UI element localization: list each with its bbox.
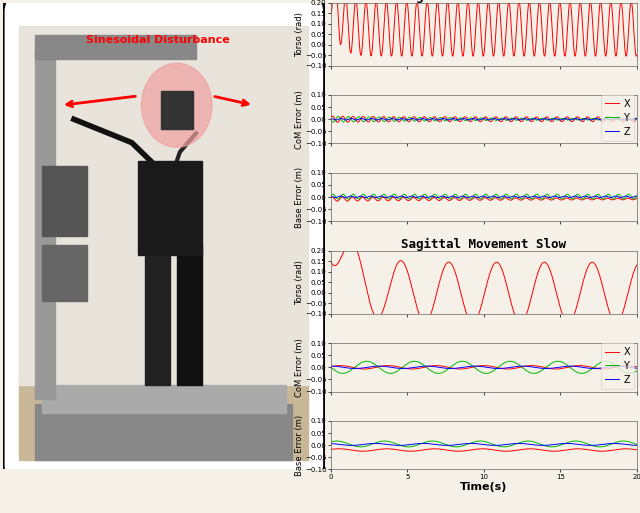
- Y: [458, 358, 465, 364]
- Bar: [35, 49, 54, 400]
- Z: [444, 365, 452, 371]
- Y-axis label: Torso (rad): Torso (rad): [294, 12, 303, 56]
- Z: [368, 115, 376, 122]
- X: [327, 114, 335, 121]
- Legend: X, Y, Z: X, Y, Z: [601, 95, 634, 141]
- Y: [330, 119, 337, 125]
- Y: [483, 370, 490, 377]
- Line: X: X: [331, 116, 637, 122]
- Z: [380, 363, 388, 369]
- X: [380, 363, 388, 369]
- Line: Y: Y: [331, 116, 637, 122]
- X: [458, 366, 465, 372]
- Z: [445, 117, 452, 123]
- Text: Sinesoidal Disturbance: Sinesoidal Disturbance: [86, 35, 229, 45]
- Y-axis label: CoM Error (m): CoM Error (m): [294, 90, 303, 149]
- Y-axis label: Base Error (m): Base Error (m): [294, 167, 303, 228]
- Y: [380, 119, 388, 125]
- X: [327, 364, 335, 370]
- X: [633, 115, 640, 121]
- X: [627, 116, 635, 123]
- Y: [334, 113, 342, 120]
- Z: [594, 116, 602, 122]
- Y: [362, 358, 369, 364]
- Line: Z: Z: [331, 119, 637, 120]
- X: [380, 113, 388, 120]
- Z: [327, 363, 335, 369]
- Y: [633, 116, 640, 122]
- Z: [363, 117, 371, 123]
- Z: [633, 115, 640, 122]
- Line: Z: Z: [331, 366, 637, 368]
- Z: [633, 365, 640, 371]
- Bar: [35, 404, 292, 460]
- Line: X: X: [331, 366, 637, 369]
- Bar: [177, 245, 202, 385]
- Y: [411, 358, 419, 364]
- Bar: [138, 161, 202, 254]
- Y: [633, 368, 640, 374]
- Y: [445, 116, 452, 122]
- Z: [380, 116, 388, 122]
- Y-axis label: Base Error (m): Base Error (m): [294, 415, 303, 476]
- Z: [327, 115, 335, 122]
- Z: [458, 116, 465, 122]
- Y: [594, 117, 602, 123]
- X: [458, 117, 465, 124]
- X: [444, 364, 452, 370]
- X: [432, 363, 440, 369]
- X: [362, 116, 370, 123]
- X-axis label: Time(s): Time(s): [460, 482, 508, 492]
- Bar: [19, 376, 308, 460]
- Z: [627, 364, 635, 370]
- Z: [362, 364, 369, 370]
- Z: [543, 365, 550, 371]
- Y: [627, 116, 635, 123]
- Title: Sagittal Movement Slow: Sagittal Movement Slow: [401, 238, 566, 251]
- FancyBboxPatch shape: [3, 0, 324, 479]
- X: [600, 366, 607, 372]
- Legend: X, Y, Z: X, Y, Z: [601, 343, 634, 389]
- Bar: [19, 26, 308, 385]
- X: [594, 114, 602, 120]
- Y: [327, 364, 335, 370]
- Bar: [42, 166, 87, 236]
- Z: [458, 364, 465, 370]
- Bar: [145, 245, 170, 385]
- Title: Sagittal Movement Fast: Sagittal Movement Fast: [401, 0, 566, 3]
- Bar: [35, 35, 196, 58]
- X: [445, 117, 452, 124]
- Y: [594, 361, 602, 367]
- Line: Y: Y: [331, 361, 637, 373]
- Z: [627, 117, 635, 123]
- Z: [471, 363, 479, 369]
- X: [633, 364, 640, 370]
- Bar: [42, 385, 286, 413]
- Y: [627, 370, 635, 377]
- Z: [362, 117, 369, 123]
- X: [329, 113, 337, 119]
- Y-axis label: CoM Error (m): CoM Error (m): [294, 338, 303, 397]
- Y: [362, 117, 370, 123]
- X: [362, 366, 369, 372]
- Y: [327, 116, 335, 123]
- Y: [444, 366, 452, 372]
- Ellipse shape: [141, 63, 212, 147]
- Y-axis label: Torso (rad): Torso (rad): [294, 260, 303, 305]
- Bar: [42, 245, 87, 301]
- Y: [380, 368, 388, 374]
- Y: [458, 115, 465, 121]
- X: [627, 363, 635, 369]
- X: [334, 119, 342, 125]
- Z: [594, 365, 602, 371]
- Bar: [161, 91, 193, 129]
- X: [594, 365, 602, 371]
